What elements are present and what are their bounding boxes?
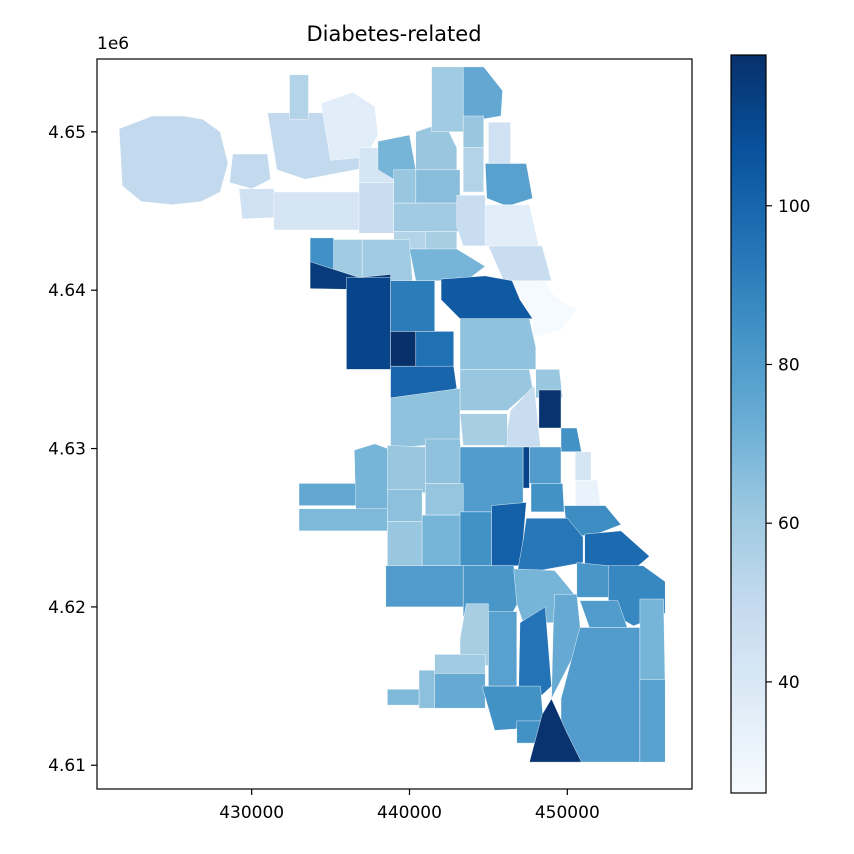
y-tick-label: 4.64 (48, 281, 86, 301)
map-regions (118, 66, 666, 763)
colorbar-ticks: 40 60 80 100 (766, 197, 810, 693)
community-area-36 (511, 280, 578, 338)
community-area-46 (575, 451, 592, 481)
community-area-55 (298, 508, 388, 532)
colorbar (730, 54, 767, 794)
colorbar-tick-label: 80 (778, 355, 800, 375)
community-area-4 (273, 191, 360, 231)
x-tick-label: 430000 (219, 803, 284, 823)
community-area-56 (387, 489, 423, 522)
community-area-3 (238, 188, 278, 220)
colorbar-tick-label: 40 (778, 673, 800, 693)
community-area-12 (415, 169, 461, 204)
x-tick-label: 440000 (377, 803, 442, 823)
community-area-83 (639, 598, 666, 690)
community-area-53 (529, 446, 562, 484)
community-area-34 (415, 331, 454, 370)
community-area-51 (459, 446, 524, 513)
community-area-69 (576, 562, 612, 598)
community-area-85 (529, 698, 582, 763)
community-area-61 (459, 511, 492, 566)
community-area-49 (387, 445, 426, 494)
community-area-76 (488, 611, 517, 687)
community-area-72 (434, 654, 486, 674)
community-area-31 (346, 277, 391, 370)
y-tick-label: 4.61 (48, 756, 86, 776)
community-area-82 (560, 627, 641, 763)
community-area-80 (551, 594, 582, 699)
community-area-33 (390, 331, 416, 367)
community-area-74 (387, 689, 420, 706)
community-area-52 (522, 446, 530, 489)
y-offset-label: 1e6 (97, 34, 129, 54)
community-area-64 (516, 518, 584, 576)
community-area-19 (463, 115, 484, 148)
community-area-22 (484, 163, 533, 207)
community-area-66 (385, 565, 464, 608)
community-area-1 (118, 115, 229, 205)
community-area-2 (229, 153, 271, 190)
community-area-73 (418, 670, 435, 709)
community-area-14 (393, 202, 461, 232)
community-area-43 (459, 413, 508, 446)
community-area-35 (440, 275, 533, 319)
map-axes-frame (96, 58, 693, 790)
community-area-25 (488, 245, 552, 283)
community-area-17 (431, 66, 464, 133)
community-area-44 (538, 389, 562, 429)
chart-title: Diabetes-related (306, 22, 481, 46)
community-area-23 (456, 194, 486, 247)
community-area-20 (463, 147, 484, 193)
y-tick-label: 4.62 (48, 598, 86, 618)
y-tick-label: 4.63 (48, 440, 86, 460)
community-area-24 (485, 204, 540, 247)
community-area-60 (421, 514, 464, 566)
colorbar-tick-label: 60 (778, 514, 800, 534)
community-area-18 (463, 66, 503, 120)
community-area-84 (639, 679, 666, 763)
y-tick-label: 4.65 (48, 123, 86, 143)
x-tick-label: 450000 (535, 803, 600, 823)
colorbar-tick-label: 100 (778, 197, 810, 217)
community-area-47 (575, 480, 601, 506)
community-area-57 (425, 483, 464, 516)
community-area-13 (393, 169, 416, 204)
community-area-75 (434, 673, 486, 709)
community-area-48 (354, 443, 391, 516)
x-axis-ticks: 430000 440000 450000 (219, 789, 600, 823)
community-area-27 (409, 248, 486, 281)
community-area-32 (390, 280, 435, 332)
community-area-9 (358, 182, 394, 234)
community-area-58 (530, 483, 565, 513)
community-area-50 (425, 438, 464, 484)
community-area-7 (320, 92, 379, 161)
community-area-59 (387, 521, 423, 570)
community-area-21 (488, 122, 511, 164)
community-area-54 (298, 483, 356, 506)
community-area-45 (560, 427, 582, 452)
community-area-6 (289, 74, 309, 120)
community-area-38 (459, 318, 536, 370)
y-axis-ticks: 4.61 4.62 4.63 4.64 4.65 (48, 123, 97, 776)
